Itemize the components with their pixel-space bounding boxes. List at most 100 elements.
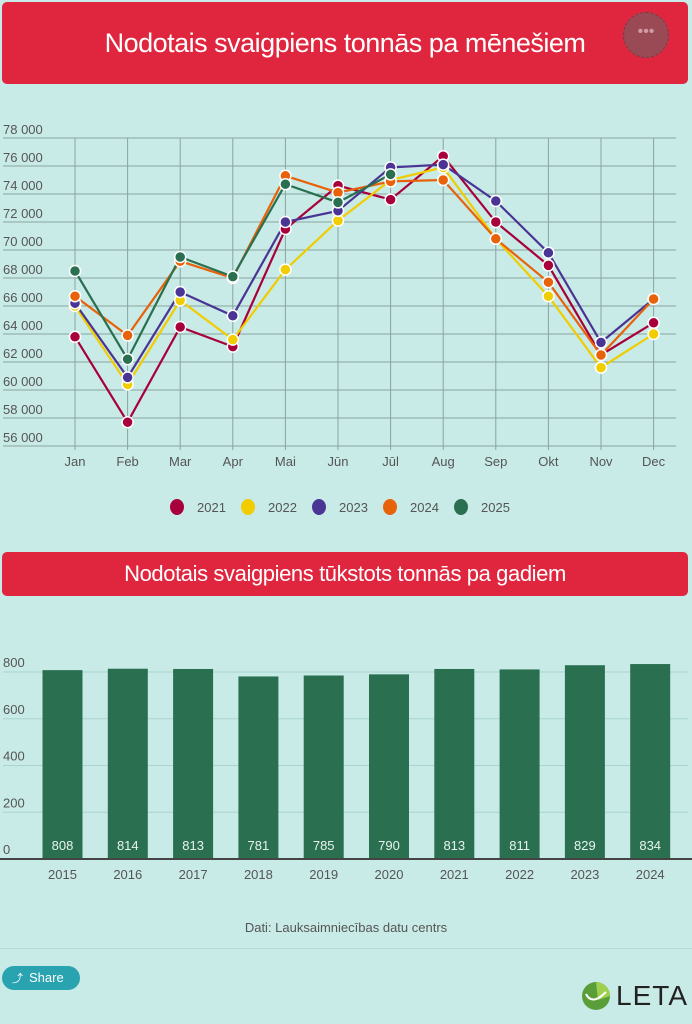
bar-value-label: 808 — [52, 838, 74, 853]
bar-2018 — [238, 676, 279, 859]
leta-logo: LETA — [580, 978, 688, 1014]
bar-2023 — [564, 665, 605, 859]
data-point-2025 — [68, 264, 82, 278]
x-tick-label: Jūl — [382, 454, 399, 469]
data-point-2023 — [173, 285, 187, 299]
data-point-2024 — [647, 292, 660, 306]
y-tick-label: 200 — [3, 795, 25, 810]
data-point-2023 — [489, 194, 503, 208]
share-label: Share — [29, 970, 64, 985]
x-tick-label: 2022 — [505, 867, 534, 882]
data-point-2024 — [121, 329, 134, 342]
data-point-2021 — [542, 259, 555, 272]
bar-chart-title: Nodotais svaigpiens tūkstots tonnās pa g… — [124, 561, 566, 586]
x-tick-label: 2018 — [244, 867, 273, 882]
x-tick-label: Feb — [116, 454, 138, 469]
y-tick-label: 66 000 — [3, 290, 43, 305]
data-point-2022 — [226, 333, 240, 346]
legend-label-2025: 2025 — [481, 500, 510, 515]
x-tick-label: Nov — [589, 454, 613, 469]
y-tick-label: 56 000 — [3, 430, 43, 445]
x-tick-label: Sep — [484, 454, 507, 469]
x-tick-label: 2015 — [48, 867, 77, 882]
data-point-2021 — [489, 215, 503, 229]
bar-value-label: 785 — [313, 838, 335, 853]
bar-value-label: 813 — [443, 838, 465, 853]
bar-value-label: 790 — [378, 838, 400, 853]
legend-label-2023: 2023 — [339, 500, 368, 515]
line-chart-title: Nodotais svaigpiens tonnās pa mēnešiem — [104, 28, 586, 58]
x-tick-label: Apr — [223, 454, 244, 469]
data-point-2023 — [121, 371, 134, 384]
data-source: Dati: Lauksaimniecības datu centrs — [244, 920, 448, 935]
y-tick-label: 600 — [3, 702, 25, 717]
data-point-2023 — [594, 336, 608, 349]
data-point-2021 — [384, 193, 397, 206]
legend-label-2021: 2021 — [197, 500, 226, 515]
bar-value-label: 813 — [182, 838, 204, 853]
bar-2019 — [303, 675, 344, 859]
legend-label-2024: 2024 — [410, 500, 439, 515]
x-tick-label: Mai — [275, 454, 296, 469]
y-tick-label: 68 000 — [3, 262, 43, 277]
y-tick-label: 70 000 — [3, 234, 43, 249]
share-icon: ⤴ — [12, 973, 23, 985]
bar-value-label: 811 — [509, 838, 530, 853]
x-tick-label: Dec — [642, 454, 666, 469]
data-point-2024 — [542, 275, 555, 289]
y-tick-label: 72 000 — [3, 206, 43, 221]
legend-swatch-2023 — [312, 499, 326, 515]
x-tick-label: 2017 — [179, 867, 208, 882]
data-point-2022 — [542, 289, 555, 303]
data-point-2022 — [594, 361, 608, 374]
series-line-2022 — [74, 166, 655, 387]
series-line-2023 — [74, 163, 655, 380]
bar-2017 — [173, 668, 214, 859]
bar-2024 — [630, 664, 671, 859]
x-tick-label: Mar — [169, 454, 192, 469]
legend-swatch-2025 — [454, 499, 468, 515]
data-point-2025 — [173, 250, 187, 264]
bar-value-label: 814 — [117, 838, 139, 853]
bar-2016 — [107, 668, 148, 859]
bar-2022 — [499, 669, 540, 859]
x-tick-label: 2019 — [309, 867, 338, 882]
legend-swatch-2021 — [170, 499, 184, 515]
data-point-2024 — [436, 173, 450, 187]
x-tick-label: Okt — [538, 454, 559, 469]
x-tick-label: 2020 — [375, 867, 404, 882]
data-point-2021 — [121, 415, 134, 429]
legend-label-2022: 2022 — [268, 500, 297, 515]
data-point-2025 — [121, 352, 134, 366]
bar-value-label: 834 — [639, 838, 661, 853]
x-tick-label: Aug — [432, 454, 455, 469]
data-point-2024 — [594, 348, 608, 362]
x-tick-label: 2023 — [570, 867, 599, 882]
bar-value-label: 829 — [574, 838, 596, 853]
series-line-2021 — [74, 154, 655, 425]
y-tick-label: 74 000 — [3, 178, 43, 193]
y-tick-label: 60 000 — [3, 374, 43, 389]
more-dots-icon[interactable]: ••• — [623, 12, 669, 58]
data-point-2025 — [331, 196, 345, 209]
y-tick-label: 0 — [3, 842, 10, 857]
x-tick-label: 2024 — [636, 867, 665, 882]
data-point-2021 — [647, 316, 660, 330]
y-tick-label: 800 — [3, 655, 25, 670]
data-point-2023 — [226, 309, 240, 323]
data-point-2024 — [68, 289, 82, 303]
x-tick-label: 2016 — [113, 867, 142, 882]
y-tick-label: 64 000 — [3, 318, 43, 333]
footer-divider — [0, 948, 692, 949]
data-point-2022 — [647, 327, 660, 341]
data-point-2022 — [279, 263, 292, 276]
leta-leaf-icon — [582, 982, 611, 1010]
bar-2020 — [369, 674, 409, 859]
y-tick-label: 58 000 — [3, 402, 43, 417]
data-point-2025 — [226, 270, 240, 283]
line-chart-header: Nodotais svaigpiens tonnās pa mēnešiem — [2, 2, 688, 84]
data-point-2023 — [542, 246, 555, 260]
bar-chart-header: Nodotais svaigpiens tūkstots tonnās pa g… — [2, 552, 688, 596]
data-point-2023 — [436, 158, 450, 171]
share-button[interactable]: ⤴ Share — [2, 966, 80, 990]
